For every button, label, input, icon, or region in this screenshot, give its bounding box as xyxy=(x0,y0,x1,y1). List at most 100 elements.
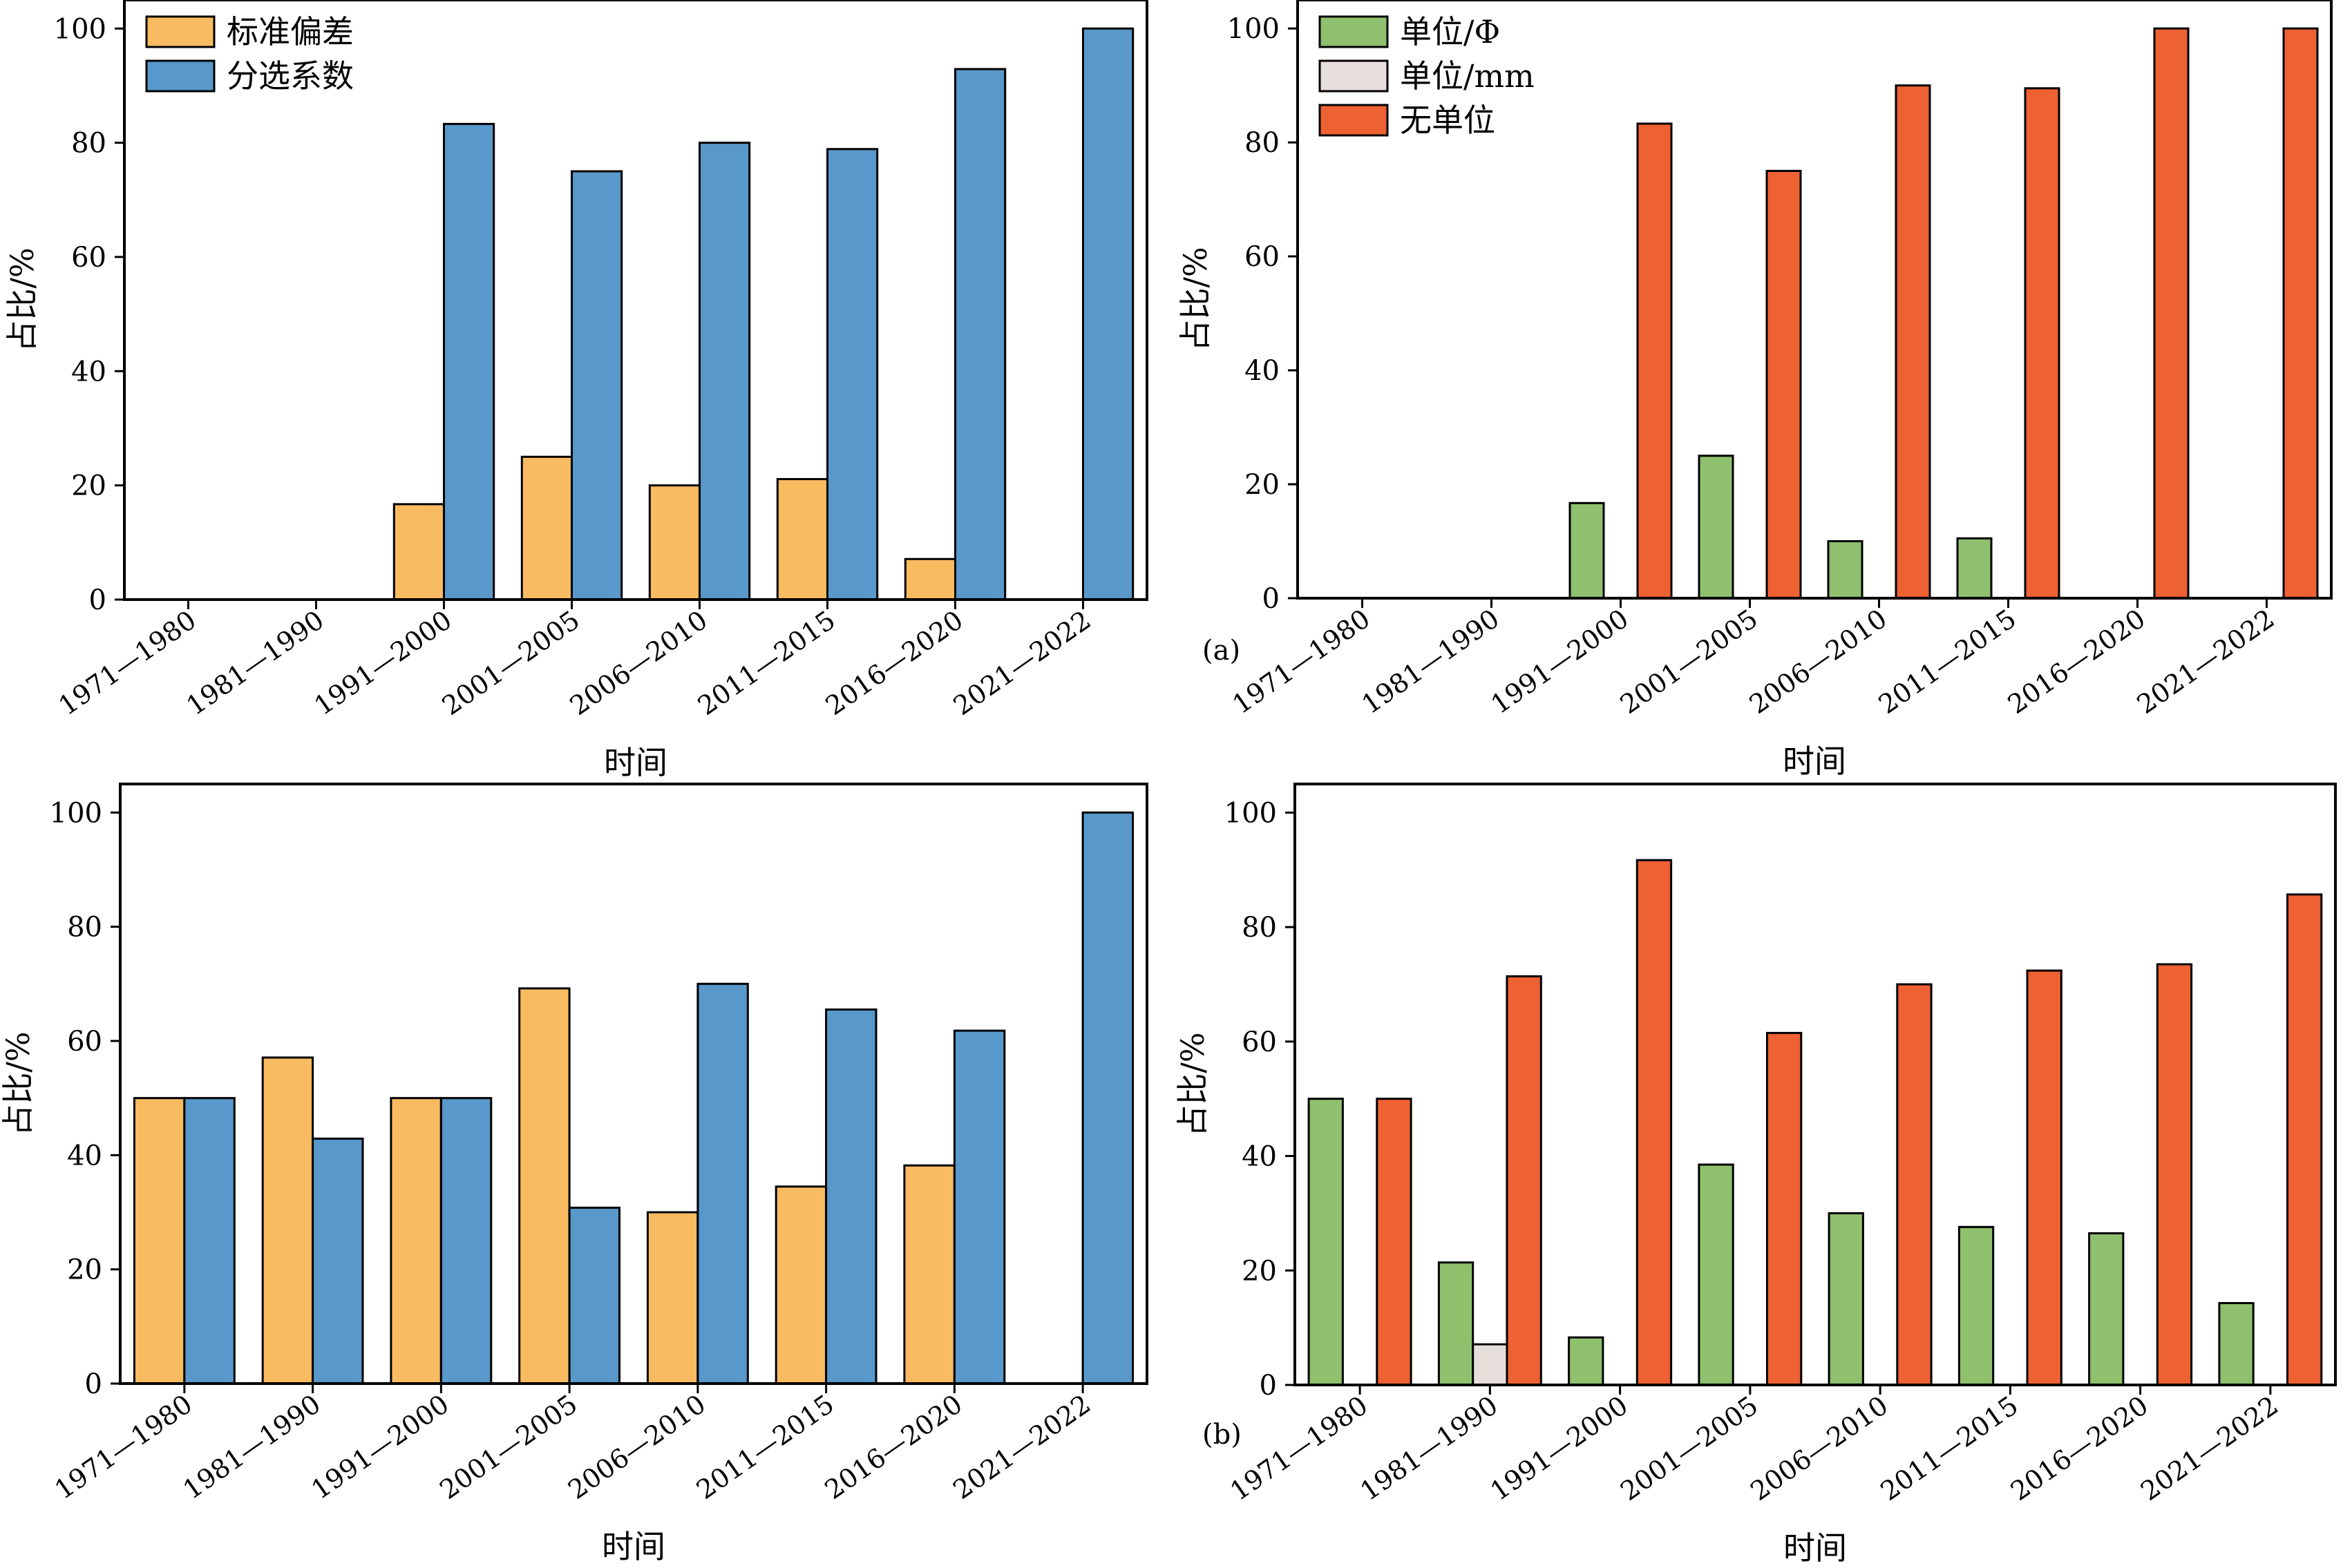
bar xyxy=(1766,1031,1803,1386)
x-tick-label: 2021—2022 xyxy=(2135,1390,2284,1507)
bar xyxy=(826,148,879,601)
legend-label: 单位/mm xyxy=(1400,57,1535,95)
bar xyxy=(1956,537,1993,600)
x-tick-label: 1991—2000 xyxy=(1485,1390,1633,1507)
plot-frame xyxy=(1296,0,2333,600)
y-tick-label: 20 xyxy=(71,470,106,502)
bar xyxy=(903,1164,956,1385)
series-2 xyxy=(183,811,1134,1385)
y-axis-label: 占比/% xyxy=(1174,1032,1211,1136)
series-3 xyxy=(1636,27,2319,600)
x-tick-label: 2016—2020 xyxy=(820,604,969,721)
y-tick-label: 0 xyxy=(89,584,106,616)
x-axis-label: 时间 xyxy=(1783,1529,1847,1567)
panel-label-b: (b) xyxy=(1202,1419,1242,1451)
panel-label-a: (a) xyxy=(1202,635,1240,667)
series-3 xyxy=(1376,859,2323,1386)
legend-swatch xyxy=(145,59,216,93)
x-tick-label: 2016—2020 xyxy=(2002,603,2151,720)
y-tick-label: 100 xyxy=(1224,797,1277,829)
y-tick-label: 20 xyxy=(1244,469,1280,501)
bar xyxy=(1081,811,1134,1385)
series-1 xyxy=(1307,1098,2255,1386)
x-tick-label: 1981—1990 xyxy=(178,1388,326,1505)
x-tick-label: 1981—1990 xyxy=(181,604,330,721)
x-tick-label: 1981—1990 xyxy=(1355,1390,1504,1507)
plot-frame xyxy=(119,783,1148,1385)
y-tick-label: 20 xyxy=(1242,1255,1277,1287)
bar xyxy=(776,478,829,601)
y-tick-label: 40 xyxy=(67,1140,102,1172)
y-axis-label: 占比/% xyxy=(0,1031,37,1136)
legend-label: 分选系数 xyxy=(227,57,354,95)
legend-swatch xyxy=(145,15,216,48)
bar xyxy=(1827,540,1863,600)
chart-2: 0204060801001971—19801981—19901991—20002… xyxy=(1177,0,2333,780)
x-tick-label: 2006—2010 xyxy=(1745,1390,1893,1507)
bar xyxy=(1636,122,1673,600)
x-axis-label: 时间 xyxy=(602,1528,665,1565)
bar xyxy=(904,557,957,601)
bar xyxy=(518,987,571,1385)
bar xyxy=(1568,1336,1604,1386)
bar xyxy=(1698,455,1734,600)
x-tick-label: 1971—1980 xyxy=(49,1388,198,1505)
x-tick-label: 2001—2005 xyxy=(437,604,585,721)
y-tick-label: 80 xyxy=(71,128,106,160)
bar xyxy=(2153,27,2190,600)
bar xyxy=(825,1008,878,1385)
bar xyxy=(2286,893,2323,1386)
y-tick-label: 100 xyxy=(1227,13,1280,45)
y-axis-label: 占比/% xyxy=(1177,247,1214,351)
legend-label: 标准偏差 xyxy=(227,13,354,50)
bar xyxy=(133,1097,186,1385)
x-tick-label: 2001—2005 xyxy=(434,1388,582,1505)
series-1 xyxy=(133,987,956,1385)
bar xyxy=(2156,963,2193,1386)
x-tick-label: 2001—2005 xyxy=(1615,1390,1763,1507)
y-tick-label: 40 xyxy=(71,356,106,388)
x-tick-label: 2006—2010 xyxy=(1744,603,1893,720)
bar xyxy=(1828,1212,1864,1386)
bar xyxy=(571,170,623,601)
x-tick-label: 2011—2015 xyxy=(692,604,841,721)
legend-label: 无单位 xyxy=(1400,102,1495,139)
bar xyxy=(646,1211,699,1385)
x-tick-label: 2001—2005 xyxy=(1615,603,1763,720)
y-tick-label: 60 xyxy=(67,1026,102,1058)
x-tick-label: 1971—1980 xyxy=(1224,1390,1373,1507)
chart-3: 0204060801001971—19801981—19901991—20002… xyxy=(0,783,1148,1565)
x-tick-label: 1981—1990 xyxy=(1356,603,1505,720)
bar xyxy=(1698,1163,1734,1386)
x-tick-label: 1991—2000 xyxy=(306,1388,455,1505)
bar xyxy=(392,503,445,601)
legend-swatch xyxy=(1318,104,1389,137)
bar xyxy=(696,982,749,1385)
y-tick-label: 100 xyxy=(50,797,102,829)
bar xyxy=(390,1097,442,1385)
bar xyxy=(648,484,701,601)
x-tick-label: 2006—2010 xyxy=(565,604,713,721)
plot-frame xyxy=(1293,783,2337,1386)
bar xyxy=(1957,1225,1995,1386)
bar xyxy=(2218,1302,2255,1386)
bar xyxy=(1437,1261,1474,1386)
x-tick-label: 2011—2015 xyxy=(1873,603,2022,720)
bar xyxy=(2026,969,2062,1386)
bar xyxy=(1765,169,1802,600)
x-tick-label: 2006—2010 xyxy=(562,1388,711,1505)
bar xyxy=(1635,859,1673,1386)
y-tick-label: 80 xyxy=(1242,912,1277,944)
x-tick-label: 1991—2000 xyxy=(309,604,457,721)
bar xyxy=(1376,1098,1412,1386)
x-tick-label: 1971—1980 xyxy=(53,604,202,721)
legend: 单位/Φ 单位/mm 无单位 xyxy=(1318,13,1535,139)
y-tick-label: 40 xyxy=(1244,355,1280,387)
y-tick-label: 100 xyxy=(54,13,106,45)
bar xyxy=(1895,84,1931,600)
bar xyxy=(439,1097,493,1385)
series-1 xyxy=(1568,455,1993,600)
x-tick-label: 2016—2020 xyxy=(2005,1390,2154,1507)
